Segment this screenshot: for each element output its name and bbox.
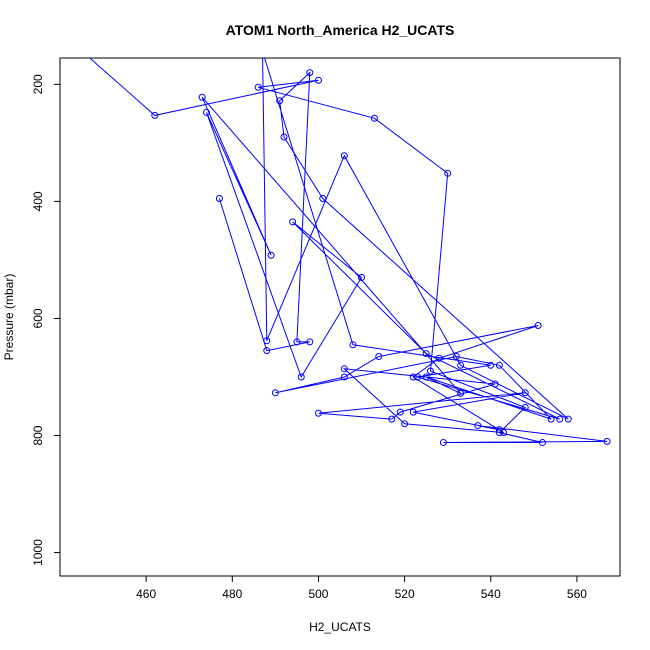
data-point [358,273,366,281]
data-point [340,152,348,160]
series-layer [89,48,611,447]
data-point [487,361,495,369]
data-point [534,321,542,329]
data-point [435,354,443,362]
data-point [521,403,529,411]
data-point [500,429,508,437]
data-point [495,429,503,437]
data-point [556,415,564,423]
data-point [314,409,322,417]
x-tick-label: 460 [136,587,156,601]
data-point [289,218,297,226]
data-point [340,373,348,381]
y-tick-label: 200 [31,74,45,94]
data-point [388,415,396,423]
data-point [280,133,288,141]
data-point [375,353,383,361]
data-point [297,373,305,381]
y-tick-label: 400 [31,191,45,211]
plot-frame [59,57,621,577]
y-axis-label: Pressure (mbar) [2,274,16,361]
data-point [319,194,327,202]
y-axis: 200 400 600 800 1000 [31,74,60,566]
data-point [401,420,409,428]
data-point [422,373,430,381]
data-point [495,361,503,369]
data-point [306,338,314,346]
data-point [538,439,546,447]
data-point [215,194,223,202]
data-point [293,338,301,346]
data-point [306,69,314,77]
data-point [457,361,465,369]
data-point [564,415,572,423]
data-point [370,114,378,122]
data-point [409,408,417,416]
data-point [422,350,430,358]
data-point [276,97,284,105]
data-point [314,76,322,84]
data-point [263,347,271,355]
data-point [198,93,206,101]
chart-title: ATOM1 North_America H2_UCATS [226,22,455,38]
data-point [426,367,434,375]
data-point [457,389,465,397]
data-point [396,408,404,416]
data-point [349,341,357,349]
y-tick-label: 800 [31,425,45,445]
data-point [521,389,529,397]
data-point [254,83,262,91]
data-point [271,389,279,397]
data-point [259,48,265,54]
x-tick-label: 560 [567,587,587,601]
data-point [444,169,452,177]
data-point [340,365,348,373]
y-tick-label: 600 [31,308,45,328]
data-point [414,373,422,381]
x-tick-label: 480 [222,587,242,601]
series-line [89,58,608,443]
x-tick-label: 520 [395,587,415,601]
data-point [409,373,417,381]
x-axis-label: H2_UCATS [309,620,371,634]
data-point [439,439,447,447]
x-axis: 460 480 500 520 540 560 [136,576,587,601]
data-point [267,251,275,259]
data-point [603,437,611,445]
data-point [491,380,499,388]
data-point [452,353,460,361]
data-point [202,108,210,116]
data-point [474,422,482,430]
x-tick-label: 540 [481,587,501,601]
data-point [547,415,555,423]
y-tick-label: 1000 [31,539,45,566]
x-tick-label: 500 [308,587,328,601]
data-point [263,337,271,345]
data-point [151,111,159,119]
